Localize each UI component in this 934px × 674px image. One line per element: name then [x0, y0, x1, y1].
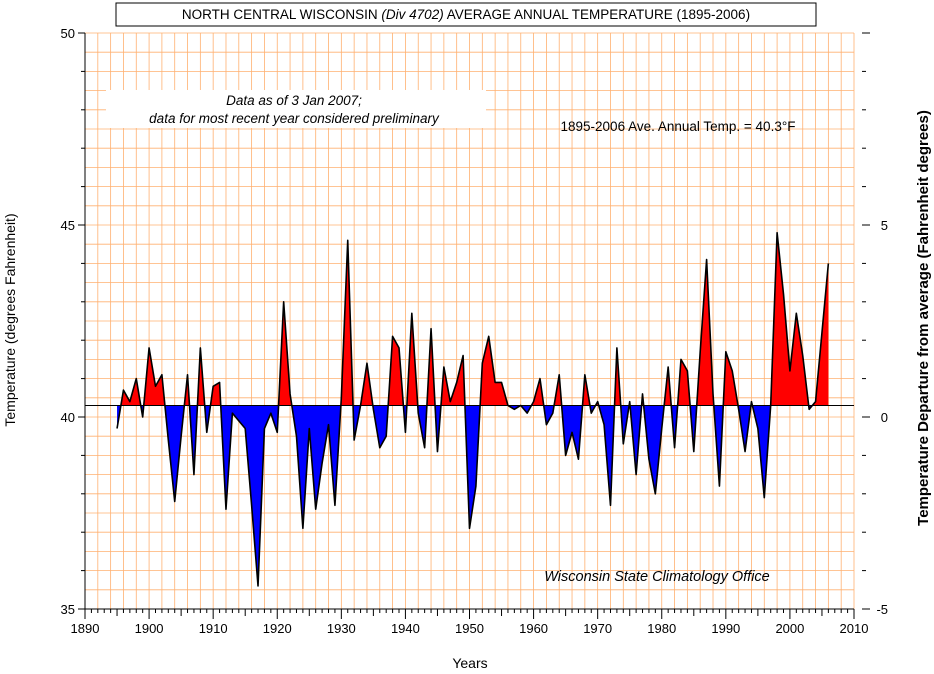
x-tick-label: 1940: [391, 621, 420, 636]
y-tick-label: 35: [61, 602, 75, 617]
series-outline: [116, 231, 830, 587]
x-tick-label: 1890: [71, 621, 100, 636]
y-axis-title: Temperature (degrees Fahrenheit): [2, 213, 18, 426]
title-text: NORTH CENTRAL WISCONSIN (Div 4702) AVERA…: [182, 7, 750, 22]
x-tick-label: 1930: [327, 621, 356, 636]
x-tick-label: 1900: [135, 621, 164, 636]
y2-tick-label: -5: [876, 602, 888, 617]
axes: 35 40 45 50 -5 0 5 1890 1900 1910 1920 1930 1940 1950…: [61, 26, 888, 636]
y-tick-label: 50: [61, 26, 75, 41]
x-tick-label: 1990: [711, 621, 740, 636]
note-line-2: data for most recent year considered pre…: [149, 111, 440, 126]
y2-tick-label: 5: [881, 218, 888, 233]
series-line: [85, 231, 854, 587]
note-line-1: Data as of 3 Jan 2007;: [226, 93, 362, 108]
title-box: [115, 2, 817, 27]
below-average-area: [117, 405, 829, 586]
chart-title: NORTH CENTRAL WISCONSIN (Div 4702) AVERA…: [115, 2, 817, 27]
x-tick-label: 1980: [647, 621, 676, 636]
x-tick-label: 1910: [199, 621, 228, 636]
average-note: 1895-2006 Ave. Annual Temp. = 40.3°F: [561, 119, 796, 134]
x-axis-title: Years: [452, 655, 487, 671]
x-tick-label: 1970: [583, 621, 612, 636]
credit-text: Wisconsin State Climatology Office: [544, 569, 770, 585]
title-suffix: AVERAGE ANNUAL TEMPERATURE (1895-2006): [444, 7, 750, 22]
y2-tick-label: 0: [881, 410, 888, 425]
y-tick-label: 40: [61, 410, 75, 425]
note-background: [106, 90, 486, 128]
x-tick-label: 2000: [775, 621, 804, 636]
x-tick-label: 1950: [455, 621, 484, 636]
title-prefix: NORTH CENTRAL WISCONSIN: [182, 7, 382, 22]
gridlines: [84, 32, 855, 610]
x-tick-label: 1920: [263, 621, 292, 636]
y-tick-label: 45: [61, 218, 75, 233]
title-division: (Div 4702): [381, 7, 443, 22]
x-tick-label: 1960: [519, 621, 548, 636]
y2-axis-title: Temperature Departure from average (Fahr…: [915, 110, 932, 526]
annotations: Data as of 3 Jan 2007; data for most rec…: [106, 90, 795, 585]
x-tick-label: 2010: [840, 621, 869, 636]
